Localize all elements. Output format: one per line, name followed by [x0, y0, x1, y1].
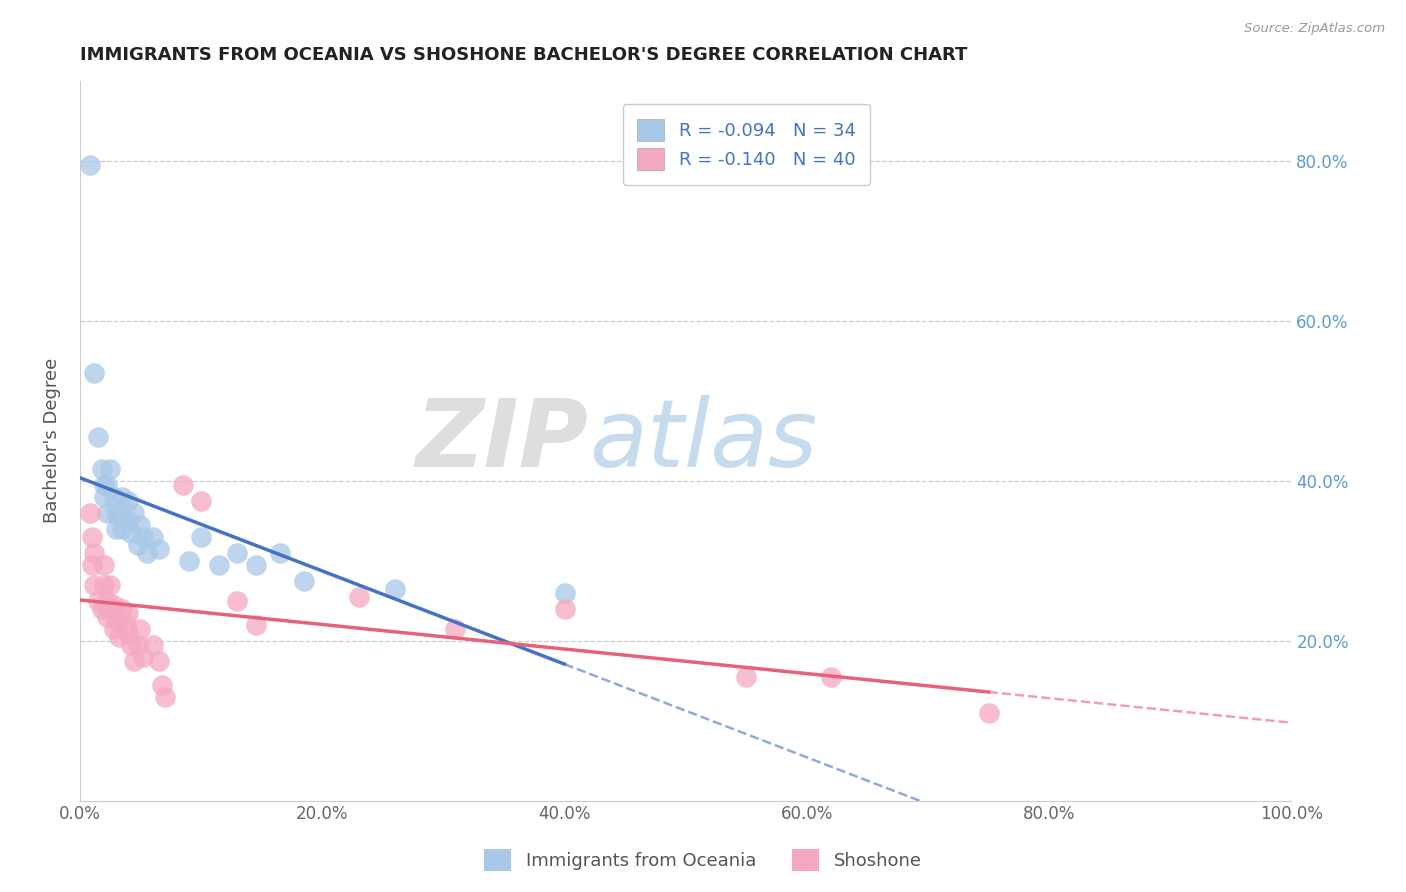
- Point: [83, 546, 105, 560]
- Point: [190, 493, 212, 508]
- Y-axis label: Bachelor's Degree: Bachelor's Degree: [44, 359, 60, 524]
- Point: [177, 554, 200, 568]
- Point: [124, 506, 146, 520]
- Point: [135, 546, 157, 560]
- Point: [96, 593, 118, 607]
- Point: [384, 582, 406, 596]
- Point: [117, 514, 139, 528]
- Point: [79, 158, 101, 172]
- Point: [87, 593, 110, 607]
- Point: [347, 590, 370, 604]
- Point: [120, 638, 142, 652]
- Point: [115, 617, 138, 632]
- Point: [93, 578, 115, 592]
- Point: [142, 638, 165, 652]
- Point: [80, 558, 103, 572]
- Point: [269, 546, 291, 560]
- Point: [111, 490, 134, 504]
- Point: [117, 625, 139, 640]
- Legend: Immigrants from Oceania, Shoshone: Immigrants from Oceania, Shoshone: [477, 842, 929, 879]
- Point: [105, 614, 128, 628]
- Point: [105, 506, 128, 520]
- Point: [150, 678, 173, 692]
- Text: IMMIGRANTS FROM OCEANIA VS SHOSHONE BACHELOR'S DEGREE CORRELATION CHART: IMMIGRANTS FROM OCEANIA VS SHOSHONE BACH…: [80, 46, 967, 64]
- Point: [190, 530, 212, 544]
- Point: [79, 506, 101, 520]
- Point: [292, 574, 315, 588]
- Point: [83, 578, 105, 592]
- Point: [96, 609, 118, 624]
- Point: [153, 690, 176, 704]
- Point: [148, 654, 170, 668]
- Point: [132, 649, 155, 664]
- Point: [117, 493, 139, 508]
- Point: [111, 601, 134, 615]
- Point: [98, 462, 121, 476]
- Point: [208, 558, 231, 572]
- Point: [80, 530, 103, 544]
- Point: [105, 522, 128, 536]
- Point: [111, 522, 134, 536]
- Point: [129, 622, 152, 636]
- Point: [226, 546, 249, 560]
- Point: [103, 622, 125, 636]
- Text: ZIP: ZIP: [416, 395, 589, 487]
- Point: [107, 630, 129, 644]
- Point: [172, 478, 194, 492]
- Point: [96, 506, 118, 520]
- Point: [107, 509, 129, 524]
- Point: [553, 601, 575, 615]
- Point: [103, 490, 125, 504]
- Point: [245, 558, 267, 572]
- Text: Source: ZipAtlas.com: Source: ZipAtlas.com: [1244, 22, 1385, 36]
- Point: [93, 490, 115, 504]
- Point: [820, 670, 842, 684]
- Point: [132, 530, 155, 544]
- Point: [553, 586, 575, 600]
- Point: [90, 601, 112, 615]
- Point: [127, 538, 149, 552]
- Point: [444, 622, 467, 636]
- Point: [124, 654, 146, 668]
- Point: [735, 670, 758, 684]
- Point: [142, 530, 165, 544]
- Point: [977, 706, 1000, 720]
- Point: [98, 601, 121, 615]
- Point: [87, 430, 110, 444]
- Point: [98, 578, 121, 592]
- Point: [120, 525, 142, 540]
- Point: [245, 617, 267, 632]
- Point: [148, 541, 170, 556]
- Point: [93, 478, 115, 492]
- Point: [129, 517, 152, 532]
- Point: [117, 606, 139, 620]
- Point: [127, 638, 149, 652]
- Point: [96, 478, 118, 492]
- Point: [90, 462, 112, 476]
- Point: [83, 366, 105, 380]
- Point: [93, 558, 115, 572]
- Text: atlas: atlas: [589, 395, 817, 486]
- Point: [103, 598, 125, 612]
- Point: [226, 593, 249, 607]
- Legend: R = -0.094   N = 34, R = -0.140   N = 40: R = -0.094 N = 34, R = -0.140 N = 40: [623, 104, 870, 185]
